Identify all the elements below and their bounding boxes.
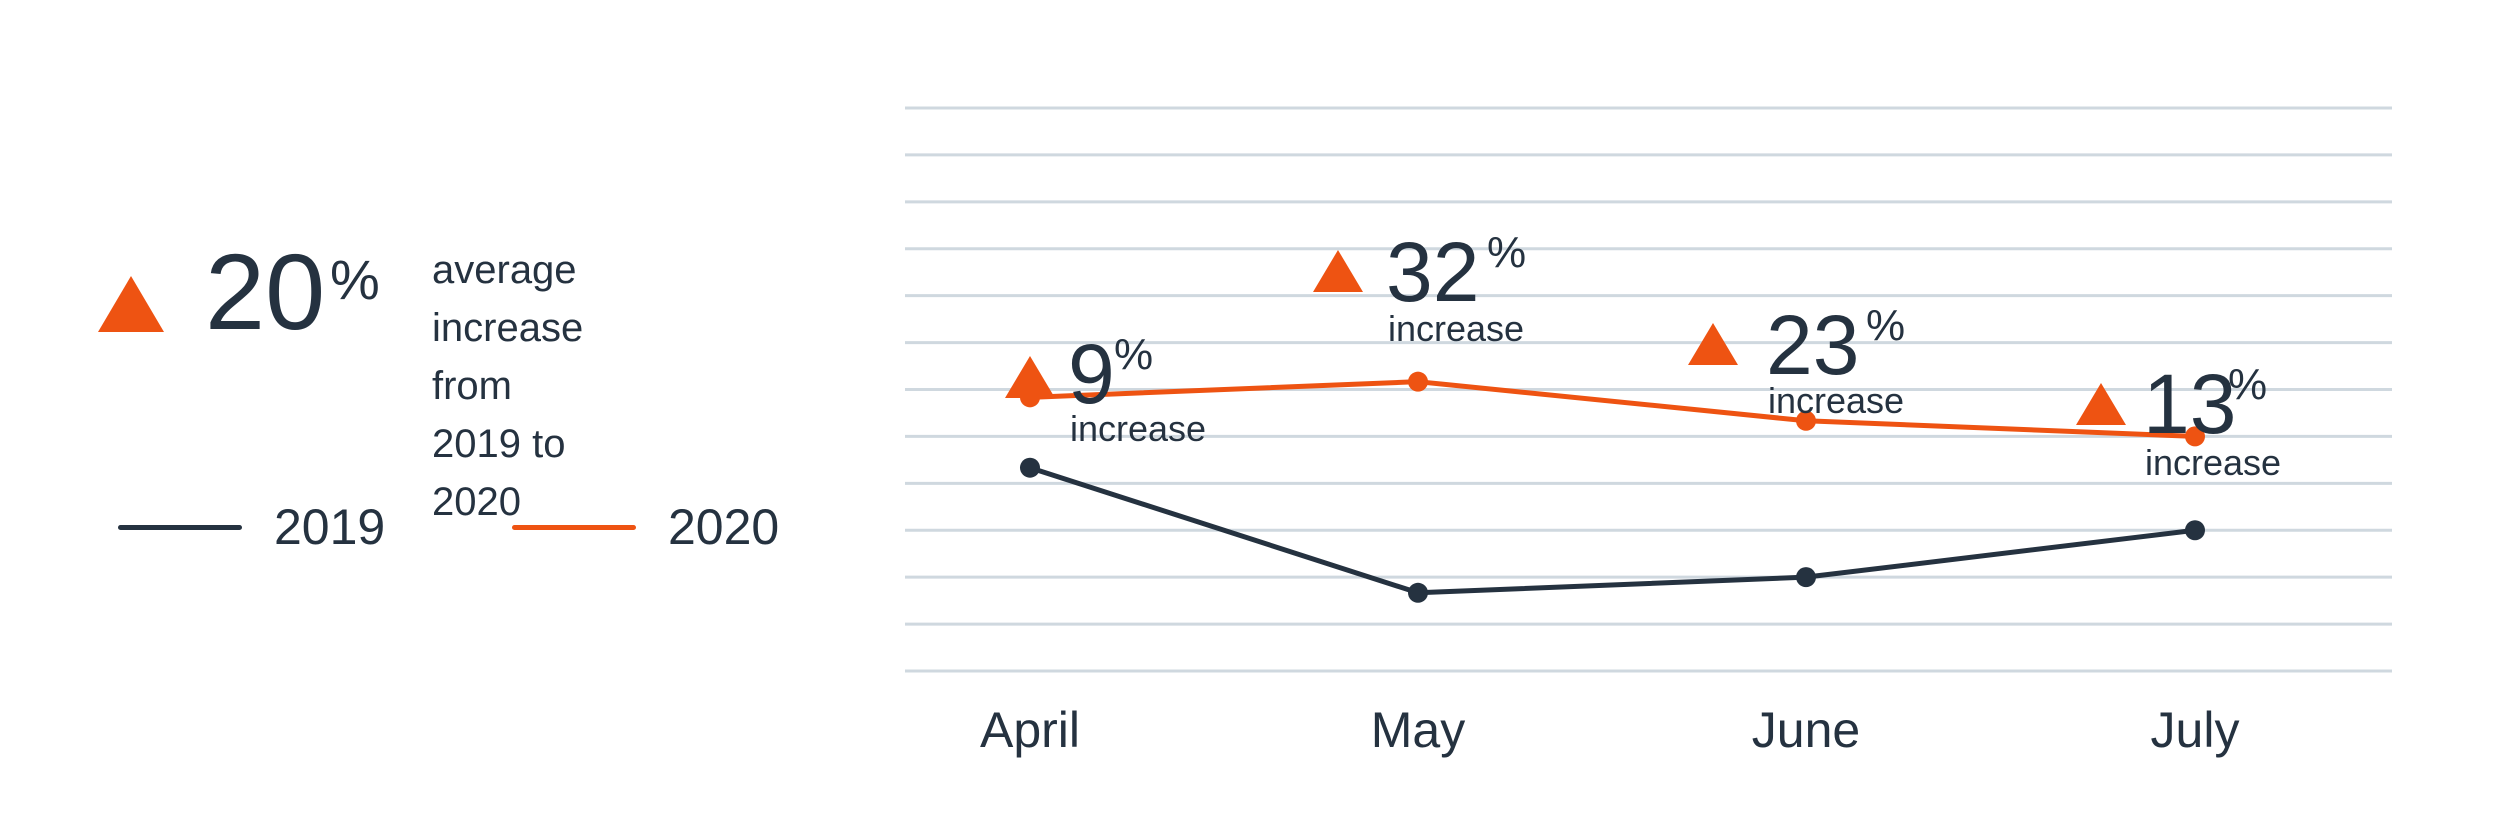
callout-april: 9 % increase — [1005, 327, 1206, 449]
summary-text-line1: average increase — [432, 248, 584, 350]
increase-triangle-icon — [1688, 323, 1738, 365]
data-point-2020-may — [1408, 371, 1428, 392]
summary-description: average increase from 2019 to 2020 — [432, 241, 583, 531]
summary-value: 20 — [205, 231, 326, 352]
callout-unit: % — [2228, 360, 2267, 409]
callout-unit: % — [1866, 301, 1905, 350]
callout-value: 9 — [1068, 327, 1115, 421]
callout-text: increase — [1070, 408, 1206, 449]
x-axis-labels: April May June July — [980, 702, 2239, 758]
data-point-2020-july — [2185, 426, 2205, 447]
callout-june: 23 % increase — [1688, 298, 1905, 421]
callout-value: 23 — [1766, 298, 1859, 392]
increase-triangle-icon — [1005, 356, 1055, 398]
callout-unit: % — [1487, 228, 1526, 277]
callout-value: 13 — [2143, 357, 2236, 451]
callout-value: 32 — [1386, 225, 1479, 319]
increase-triangle-icon — [1313, 250, 1363, 292]
callout-text: increase — [2145, 442, 2281, 483]
increase-triangle-icon — [2076, 383, 2126, 425]
increase-triangle-icon — [98, 276, 164, 332]
callout-text: increase — [1768, 380, 1904, 421]
legend-label-2019: 2019 — [274, 499, 386, 555]
summary-unit: % — [330, 248, 380, 311]
legend-item-2020: 2020 — [512, 502, 779, 552]
x-tick-label-june: June — [1752, 702, 1860, 758]
callout-text: increase — [1388, 308, 1524, 349]
callout-may: 32 % increase — [1313, 225, 1526, 349]
x-tick-label-april: April — [980, 702, 1080, 758]
x-tick-label-may: May — [1371, 702, 1465, 758]
legend-label-2020: 2020 — [668, 499, 780, 555]
series-lines — [1027, 379, 2198, 596]
callout-unit: % — [1114, 330, 1153, 379]
series-line-2019 — [1027, 465, 2198, 596]
data-point-2019-april — [1020, 457, 1040, 478]
series-line-2020 — [1027, 379, 2198, 439]
callout-july: 13% increase — [2076, 357, 2281, 483]
legend-item-2019: 2019 — [118, 502, 385, 552]
x-tick-label-july: July — [2151, 702, 2240, 758]
grid-lines — [905, 106, 2392, 673]
summary-text-line2: from 2019 to 2020 — [432, 364, 566, 524]
data-point-2020-june — [1796, 410, 1816, 431]
data-point-2019-june — [1796, 567, 1816, 588]
data-points — [1020, 371, 2205, 603]
legend-line-2020 — [512, 524, 636, 530]
legend-line-2019 — [118, 524, 242, 530]
data-point-2019-may — [1408, 582, 1428, 603]
data-point-2019-july — [2185, 520, 2205, 541]
